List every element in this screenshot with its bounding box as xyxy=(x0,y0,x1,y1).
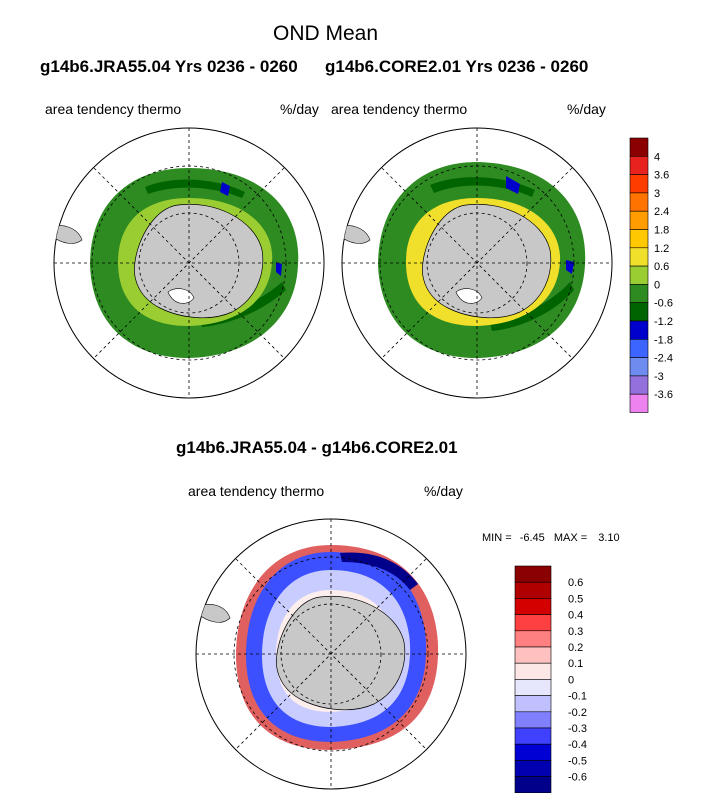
top-colorbar-tick-label: 0.6 xyxy=(654,261,669,273)
diff-colorbar-swatch xyxy=(514,695,552,713)
top-colorbar-swatch xyxy=(629,302,649,322)
top-colorbar-tick-label: 2.4 xyxy=(654,206,669,218)
min-label: MIN = xyxy=(482,532,512,544)
diff-colorbar-swatch xyxy=(514,662,552,680)
top-colorbar-tick-label: -1.8 xyxy=(654,334,673,346)
max-label: MAX = xyxy=(553,532,588,544)
diff-colorbar-tick-label: -0.4 xyxy=(568,739,587,751)
diff-colorbar-swatch xyxy=(514,581,552,599)
diff-colorbar-swatch xyxy=(514,711,552,729)
right-polar-map xyxy=(341,127,613,399)
top-colorbar-swatch xyxy=(629,284,649,303)
diff-darkblue-streak xyxy=(340,552,418,590)
page-title: OND Mean xyxy=(273,22,379,45)
top-colorbar-swatch xyxy=(629,265,649,285)
top-colorbar-swatch xyxy=(629,229,649,249)
diff-polar-map xyxy=(195,518,467,790)
top-colorbar-tick-label: 3.6 xyxy=(654,170,669,182)
diff-colorbar-tick-label: -0.5 xyxy=(568,755,587,767)
diff-variable-label: area tendency thermo xyxy=(188,483,325,499)
left-antarctica xyxy=(134,203,264,319)
top-colorbar-swatch xyxy=(629,192,649,212)
left-units-label: %/day xyxy=(280,101,319,117)
diff-colorbar-tick-label: -0.2 xyxy=(568,707,587,719)
diff-colorbar-swatch xyxy=(514,743,552,761)
right-weddell-sea xyxy=(455,288,483,304)
diff-colorbar-tick-label: 0.5 xyxy=(568,593,583,605)
diff-colorbar-swatch xyxy=(514,565,552,583)
top-colorbar-tick-label: -1.2 xyxy=(654,316,673,328)
top-colorbar-swatch xyxy=(629,156,649,175)
top-colorbar-swatch xyxy=(629,375,649,395)
left-run-title: g14b6.JRA55.04 Yrs 0236 - 0260 xyxy=(40,57,298,76)
top-colorbar-swatch xyxy=(629,338,649,358)
top-colorbar-tick-label: 3 xyxy=(654,188,660,200)
diff-colorbar-swatch xyxy=(514,776,552,793)
diff-colorbar-swatch xyxy=(514,630,552,648)
diff-colorbar-swatch xyxy=(514,760,552,777)
diff-colorbar-tick-label: -0.3 xyxy=(568,723,587,735)
diff-colorbar-swatch xyxy=(514,646,552,664)
diff-colorbar-swatch xyxy=(514,679,552,696)
min-value: -6.45 xyxy=(519,532,545,544)
right-blue-patch xyxy=(506,176,574,274)
top-colorbar-swatch xyxy=(629,247,649,267)
diff-colorbar-tick-label: 0 xyxy=(568,674,574,686)
top-colorbar-tick-label: 4 xyxy=(654,151,660,163)
diff-colorbar-swatch xyxy=(514,614,552,632)
top-colorbar-swatch xyxy=(629,357,649,377)
diff-colorbar-tick-label: -0.1 xyxy=(568,691,587,703)
top-colorbar-tick-label: -3.6 xyxy=(654,389,673,401)
diff-units-label: %/day xyxy=(424,483,463,499)
top-colorbar: 4 3.6 3 2.4 1.8 1.2 0.6 0 -0.6 -1.2 -1.8 -2.4 -3 -3.6 xyxy=(629,137,673,413)
top-colorbar-tick-label: 1.2 xyxy=(654,243,669,255)
left-blue-patch xyxy=(220,182,282,276)
diff-colorbar-swatch xyxy=(514,727,552,745)
left-polar-map xyxy=(53,127,325,399)
diff-south-america xyxy=(196,604,231,623)
top-colorbar-swatch xyxy=(629,174,649,194)
right-variable-label: area tendency thermo xyxy=(331,101,468,117)
top-colorbar-swatch xyxy=(629,393,649,413)
diff-colorbar-tick-label: 0.1 xyxy=(568,658,583,670)
diff-colorbar: 0.6 0.5 0.4 0.3 0.2 0.1 0 -0.1 -0.2 -0.3 -0.4 -0.5 -… xyxy=(514,565,587,793)
diff-colorbar-tick-label: 0.2 xyxy=(568,642,583,654)
diff-colorbar-tick-label: 0.3 xyxy=(568,626,583,638)
top-colorbar-swatch xyxy=(629,137,649,157)
diff-title: g14b6.JRA55.04 - g14b6.CORE2.01 xyxy=(176,438,458,457)
right-antarctica xyxy=(422,203,552,319)
diff-antarctica xyxy=(276,595,406,711)
diff-colorbar-tick-label: 0.4 xyxy=(568,610,583,622)
top-colorbar-swatch xyxy=(629,320,649,340)
top-colorbar-tick-label: 1.8 xyxy=(654,225,669,237)
top-colorbar-tick-label: 0 xyxy=(654,279,660,291)
top-colorbar-swatch xyxy=(629,210,649,230)
left-weddell-sea xyxy=(167,288,195,304)
left-variable-label: area tendency thermo xyxy=(45,101,182,117)
right-run-title: g14b6.CORE2.01 Yrs 0236 - 0260 xyxy=(325,57,589,76)
diff-colorbar-swatch xyxy=(514,598,552,615)
top-colorbar-tick-label: -2.4 xyxy=(654,353,673,365)
diff-min-max: MIN = -6.45 MAX = 3.10 xyxy=(482,532,620,544)
top-colorbar-tick-label: -0.6 xyxy=(654,298,673,310)
max-value: 3.10 xyxy=(598,532,620,544)
diff-colorbar-tick-label: 0.6 xyxy=(568,577,583,589)
right-units-label: %/day xyxy=(567,101,606,117)
top-colorbar-tick-label: -3 xyxy=(654,371,664,383)
diff-colorbar-tick-label: -0.6 xyxy=(568,772,587,784)
